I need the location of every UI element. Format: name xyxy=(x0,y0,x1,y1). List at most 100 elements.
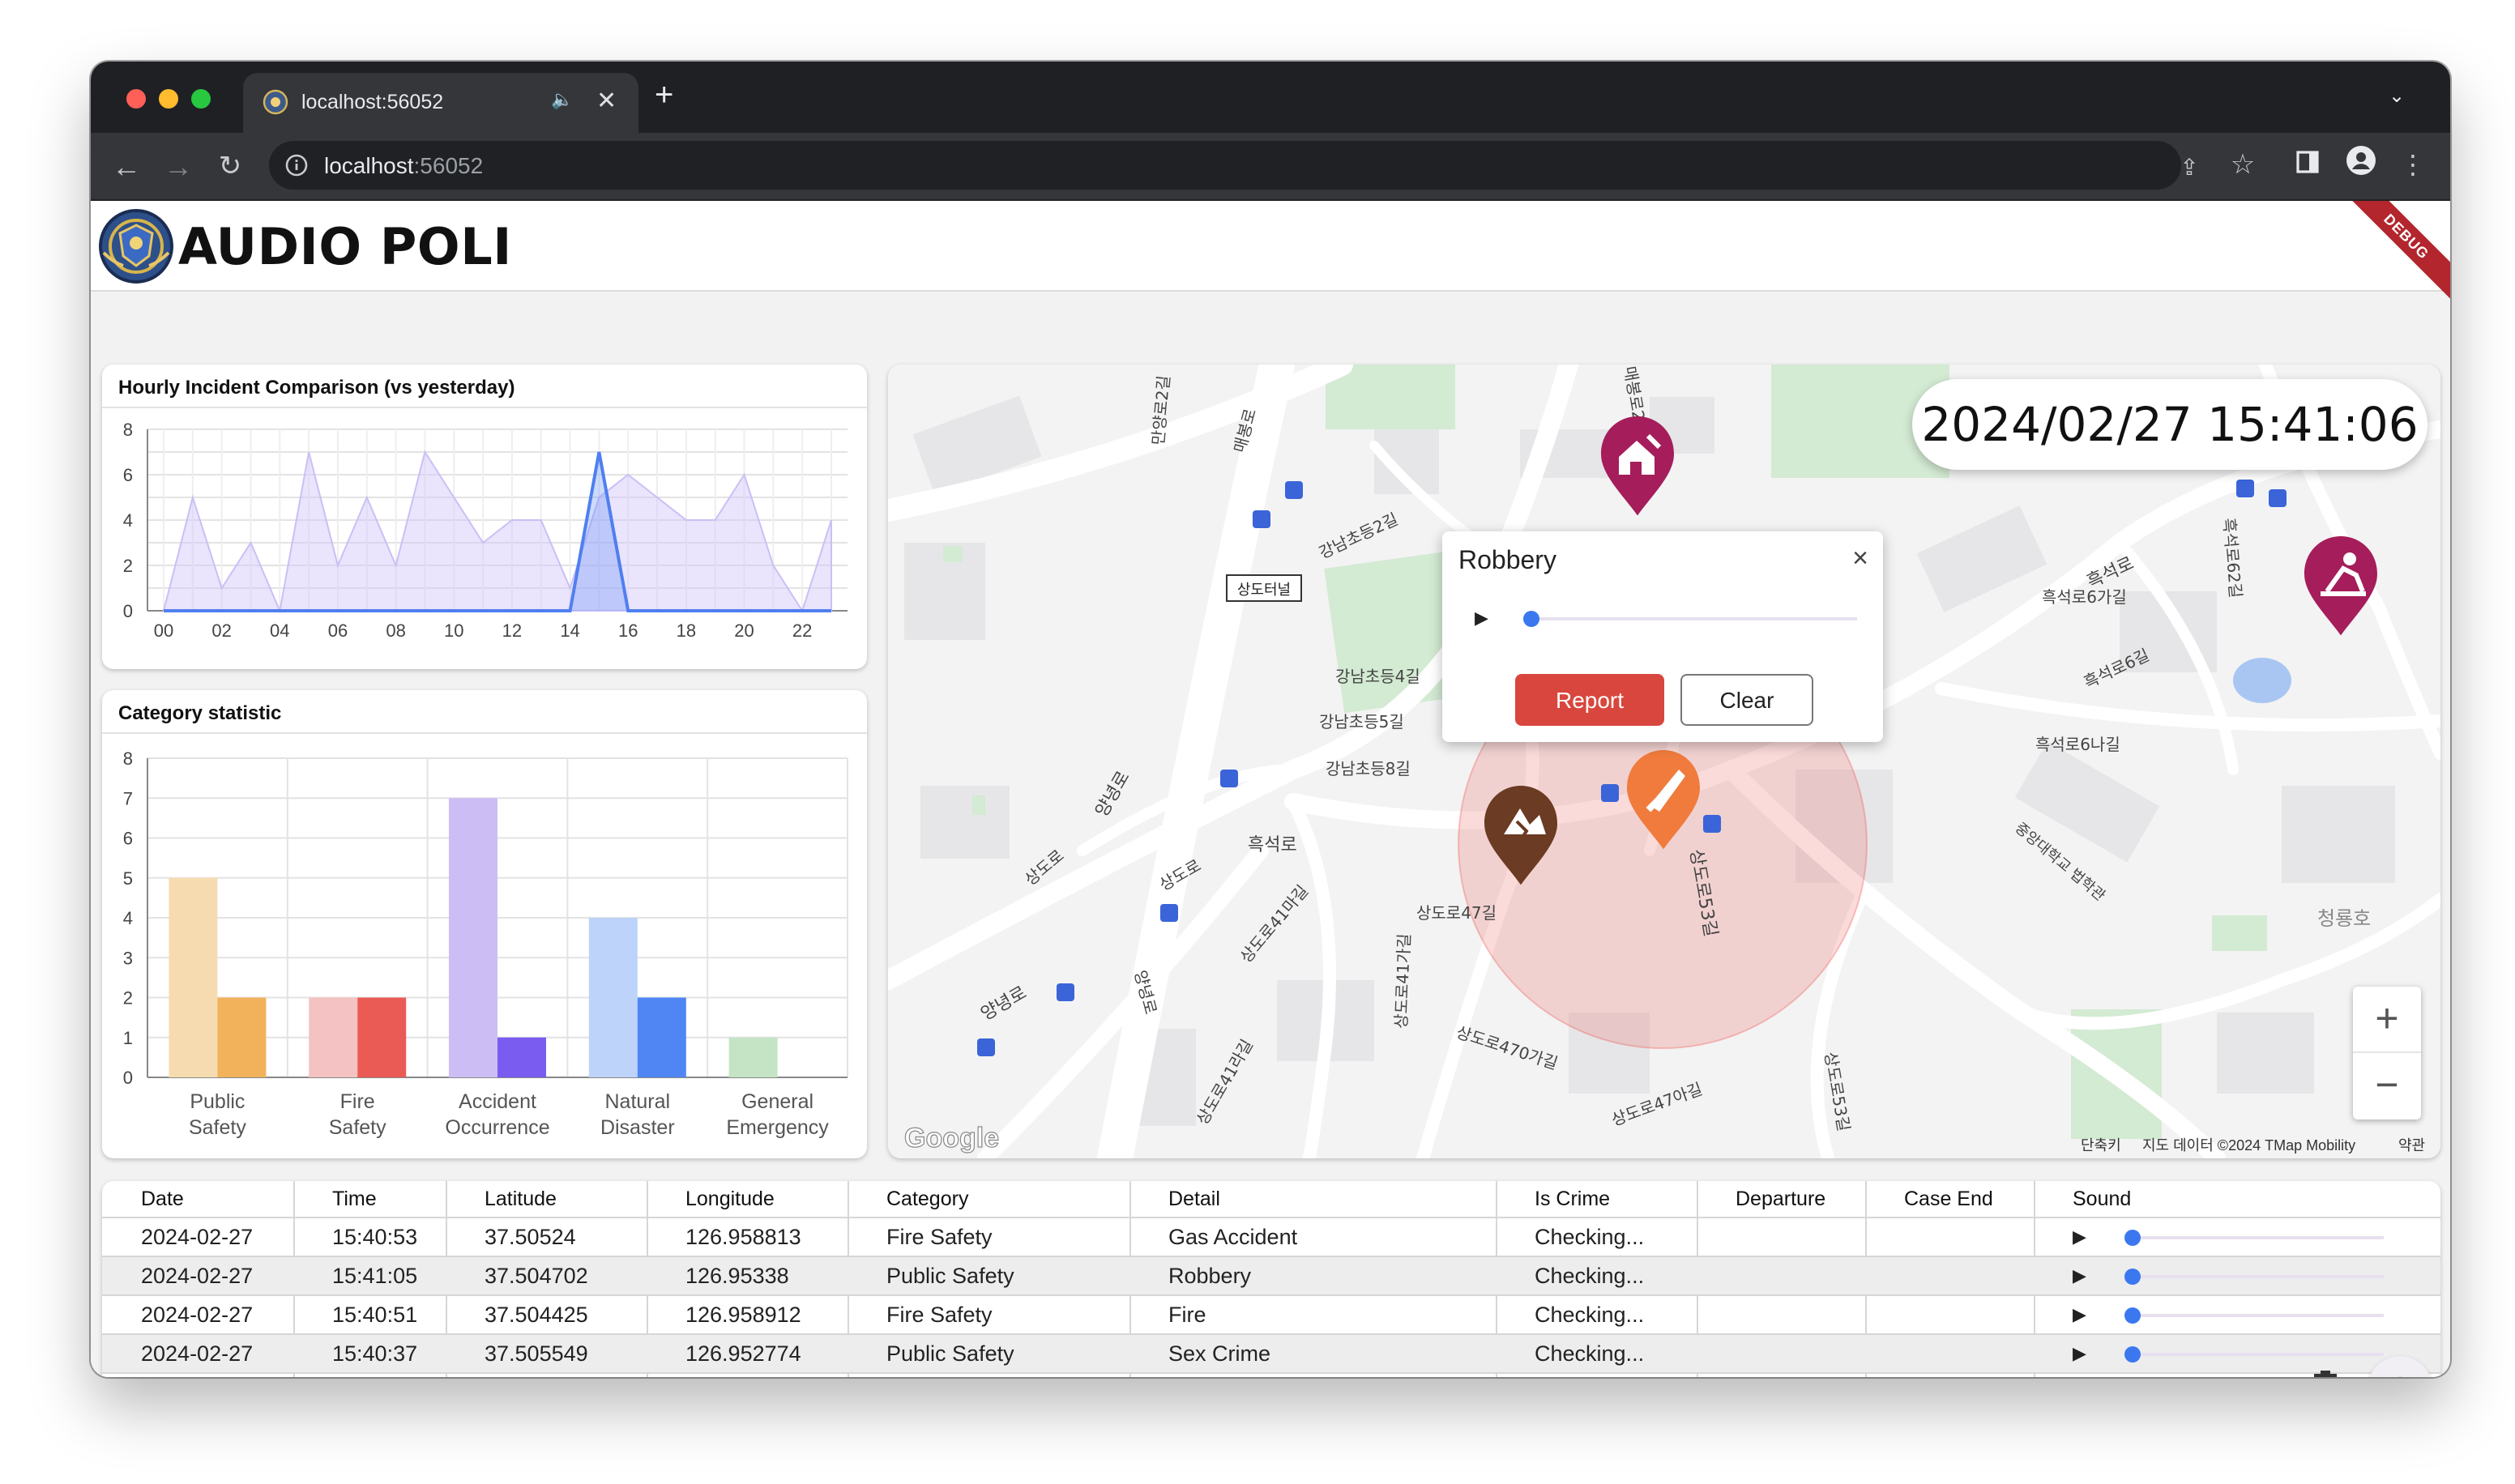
map-label: 상도로47길 xyxy=(1416,903,1497,923)
menu-kebab-icon[interactable]: ⋮ xyxy=(2400,152,2426,180)
table-row[interactable]: 2024-02-27 15:40:37 37.505549 126.952774 Pub… xyxy=(102,1333,2440,1372)
y-tick-label: 3 xyxy=(123,948,133,968)
clear-button[interactable]: Clear xyxy=(1680,674,1813,726)
x-tick-label: 02 xyxy=(211,620,231,641)
forward-icon[interactable]: → xyxy=(164,151,193,183)
table-cell: 126.95338 xyxy=(685,1264,789,1288)
audio-slider-track[interactable] xyxy=(1523,617,1857,620)
table-cell: Public Safety xyxy=(886,1264,1014,1288)
table-cell: 15:41:05 xyxy=(332,1264,418,1288)
incident-popup: Robbery × ▶ Report Clear xyxy=(1442,531,1883,742)
terms-link[interactable]: 약관 xyxy=(2398,1137,2426,1154)
audio-slider-track[interactable] xyxy=(2128,1314,2384,1317)
table-row[interactable]: 2024-02-27 15:41:05 37.504702 126.95338 Publ… xyxy=(102,1256,2440,1294)
bar-total xyxy=(309,997,358,1077)
audio-slider-thumb[interactable] xyxy=(2124,1230,2141,1246)
column-header[interactable]: Date xyxy=(141,1188,184,1210)
audio-slider-thumb[interactable] xyxy=(2124,1307,2141,1324)
column-header[interactable]: Category xyxy=(886,1188,969,1210)
x-tick-label: 06 xyxy=(328,620,348,641)
back-icon[interactable]: ← xyxy=(112,151,141,183)
delete-trash-icon[interactable] xyxy=(2314,1371,2337,1377)
y-tick-label: 7 xyxy=(123,788,133,808)
zoom-controls: + − xyxy=(2353,987,2421,1119)
column-header[interactable]: Departure xyxy=(1736,1188,1826,1210)
minimize-window-button[interactable] xyxy=(159,89,178,109)
bar-today xyxy=(217,997,267,1077)
share-icon[interactable]: ⇪ xyxy=(2180,154,2199,180)
zoom-out-button[interactable]: − xyxy=(2375,1063,2399,1108)
side-panel-icon[interactable] xyxy=(2288,147,2327,186)
x-tick-label: 08 xyxy=(386,620,405,641)
x-tick-label: 00 xyxy=(154,620,173,641)
table-row[interactable]: 2024-02-2715:40:3837.506425126.952992Nat… xyxy=(102,1372,2440,1377)
x-tick-label: 18 xyxy=(677,620,696,641)
column-header[interactable]: Time xyxy=(332,1188,377,1210)
map-label: 상도터널 xyxy=(1237,582,1291,599)
table-cell: 126.952774 xyxy=(685,1341,801,1366)
category-label: Safety xyxy=(329,1116,386,1139)
table-cell: Sex Crime xyxy=(1168,1341,1271,1366)
maximize-window-button[interactable] xyxy=(191,89,211,109)
close-window-button[interactable] xyxy=(126,89,146,109)
table-cell: 15:40:53 xyxy=(332,1225,418,1249)
play-icon[interactable]: ▶ xyxy=(2073,1228,2086,1247)
table-cell: 37.504702 xyxy=(485,1264,588,1288)
map-view[interactable]: 상도터널 흑석로 양녕로 상도로 강남초등4길 강남초등5길 강남초등8길 강남… xyxy=(888,365,2440,1158)
tab-bar: localhost:56052 🔈 ✕ + ⌄ xyxy=(91,62,2450,133)
bookmark-star-icon[interactable]: ☆ xyxy=(2230,149,2256,180)
bar-today xyxy=(497,1037,546,1077)
play-icon[interactable]: ▶ xyxy=(2073,1345,2086,1364)
category-chart-card: Category statistic 0 1 2 3 4 5 6 7 8 Public Safety… xyxy=(102,690,867,1158)
tab-search-chevron-icon[interactable]: ⌄ xyxy=(2389,84,2406,107)
category-label: Emergency xyxy=(726,1116,829,1139)
y-tick-label: 0 xyxy=(123,601,133,621)
table-cell: 126.958912 xyxy=(685,1303,801,1327)
site-info-icon[interactable] xyxy=(285,154,308,177)
close-icon[interactable]: × xyxy=(1852,543,1868,574)
table-row[interactable]: 2024-02-27 15:40:51 37.504425 126.958912 Fir… xyxy=(102,1294,2440,1333)
column-header[interactable]: Is Crime xyxy=(1535,1188,1611,1210)
zoom-in-button[interactable]: + xyxy=(2353,987,2421,1053)
house-robbery-marker[interactable] xyxy=(1601,416,1674,516)
map-canvas[interactable]: 상도터널 흑석로 양녕로 상도로 강남초등4길 강남초등5길 강남초등8길 강남… xyxy=(888,365,2440,1158)
speaker-icon[interactable]: 🔈 xyxy=(551,91,574,110)
audio-slider-thumb[interactable] xyxy=(1523,611,1539,627)
bar-total xyxy=(449,798,497,1077)
column-header[interactable]: Sound xyxy=(2073,1188,2132,1210)
tab-close-icon[interactable]: ✕ xyxy=(596,87,617,115)
browser-toolbar: ← → ↻ localhost:56052 ⇪ ☆ ⋮ xyxy=(91,133,2450,201)
fall-incident-marker[interactable] xyxy=(2304,536,2377,636)
keyboard-shortcuts-link[interactable]: 단축키 xyxy=(2081,1137,2121,1154)
map-label: 청룡호 xyxy=(2317,907,2371,930)
disaster-marker[interactable] xyxy=(1484,786,1557,885)
map-data-attribution: 지도 데이터 ©2024 TMap Mobility xyxy=(2142,1137,2356,1154)
x-tick-label: 16 xyxy=(618,620,638,641)
audio-slider-track[interactable] xyxy=(2128,1236,2384,1239)
column-header[interactable]: Case End xyxy=(1904,1188,1993,1210)
audio-slider-track[interactable] xyxy=(2128,1275,2384,1278)
new-tab-icon[interactable]: + xyxy=(655,78,674,113)
bar-today xyxy=(637,997,686,1077)
column-header[interactable]: Latitude xyxy=(485,1188,557,1210)
robbery-marker[interactable] xyxy=(1627,750,1700,850)
y-tick-label: 8 xyxy=(123,748,133,769)
audio-slider-track[interactable] xyxy=(2128,1353,2384,1356)
reload-icon[interactable]: ↻ xyxy=(218,151,242,181)
report-button[interactable]: Report xyxy=(1515,674,1664,726)
play-icon[interactable]: ▶ xyxy=(1475,609,1488,629)
audio-slider-thumb[interactable] xyxy=(2124,1269,2141,1285)
audio-slider-thumb[interactable] xyxy=(2124,1346,2141,1362)
profile-icon[interactable] xyxy=(2342,146,2380,185)
column-header[interactable]: Detail xyxy=(1168,1188,1220,1210)
address-bar[interactable]: localhost:56052 xyxy=(269,141,2181,190)
play-icon[interactable]: ▶ xyxy=(2073,1267,2086,1286)
play-icon[interactable]: ▶ xyxy=(2073,1306,2086,1325)
y-tick-label: 2 xyxy=(123,988,133,1009)
table-row[interactable]: 2024-02-27 15:40:53 37.50524 126.958813 Fire… xyxy=(102,1217,2440,1256)
y-tick-label: 1 xyxy=(123,1028,133,1048)
y-tick-label: 2 xyxy=(123,556,133,576)
browser-tab[interactable]: localhost:56052 🔈 ✕ xyxy=(243,73,638,133)
category-label: Natural xyxy=(605,1090,671,1113)
column-header[interactable]: Longitude xyxy=(685,1188,775,1210)
